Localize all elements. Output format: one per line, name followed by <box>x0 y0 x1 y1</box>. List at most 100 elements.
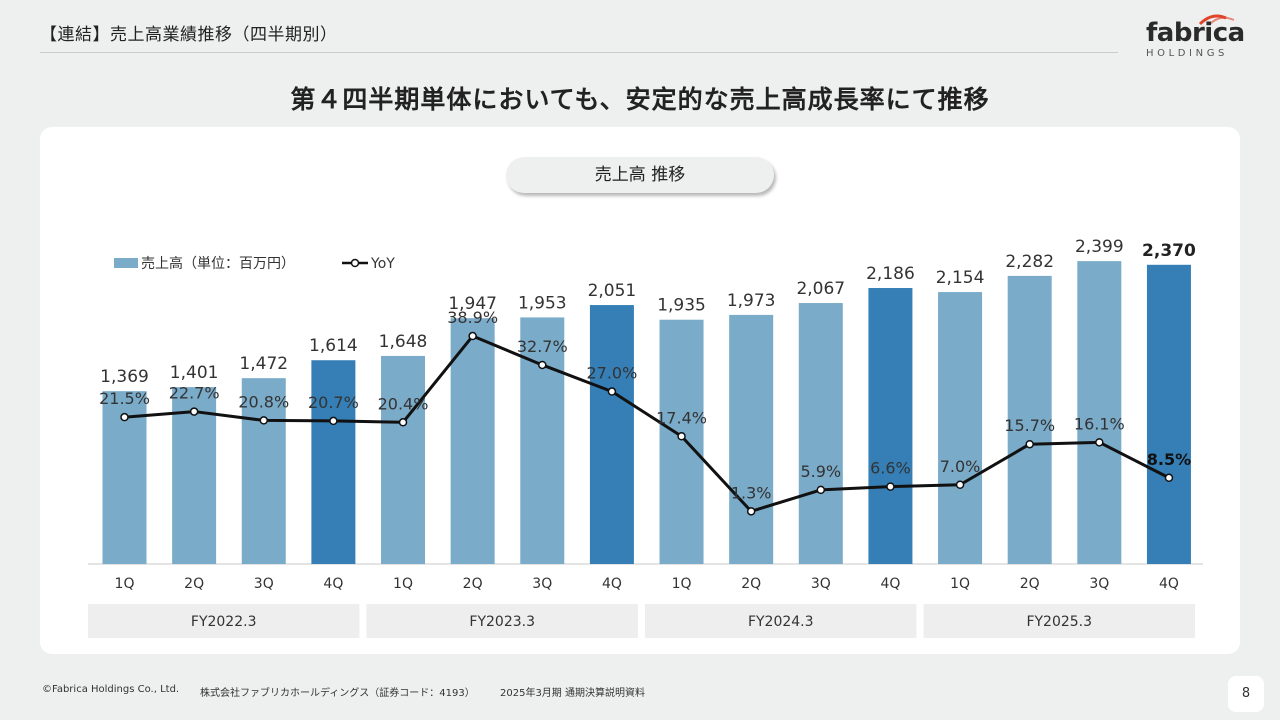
x-tick-label: 1Q <box>672 576 692 592</box>
bar <box>938 292 983 564</box>
x-tick-label: 3Q <box>811 576 831 592</box>
x-tick-label: 2Q <box>184 576 204 592</box>
yoy-point <box>189 407 199 416</box>
x-tick-labels: 1Q 2Q 3Q 4Q 1Q 2Q 3Q 4Q 1Q 2Q 3Q 4Q 1Q 2Q 3Q 4Q <box>115 576 1179 592</box>
yoy-value-label: 20.7% <box>308 393 359 412</box>
x-tick-label: 1Q <box>115 576 135 592</box>
bar-value-label: 2,282 <box>1005 252 1054 272</box>
bar-value-label: 1,369 <box>100 367 149 387</box>
section-title: 【連結】売上高業績推移（四半期別） <box>40 25 338 45</box>
yoy-value-label: 38.9% <box>447 308 498 327</box>
yoy-value-label: 32.7% <box>517 337 568 356</box>
bar <box>589 305 634 564</box>
fiscal-year-box <box>88 604 360 638</box>
x-tick-label: 4Q <box>602 576 622 592</box>
x-tick-label: 2Q <box>463 576 483 592</box>
footer-company: 株式会社ファブリカホールディングス（証券コード：4193） <box>200 688 475 699</box>
bar <box>798 303 843 564</box>
bar-value-label: 1,953 <box>518 293 567 313</box>
x-tick-label: 4Q <box>323 576 343 592</box>
x-tick-label: 4Q <box>880 576 900 592</box>
yoy-line <box>124 334 1170 513</box>
yoy-point <box>329 416 338 426</box>
yoy-point <box>398 418 408 427</box>
fiscal-year-label: FY2023.3 <box>469 614 535 630</box>
bar <box>1007 275 1052 564</box>
x-tick-label: 1Q <box>950 576 970 592</box>
x-tick-label: 2Q <box>741 576 761 592</box>
yoy-value-label: 22.7% <box>169 384 220 403</box>
yoy-line-series <box>120 331 1174 516</box>
bar-value-label: 1,401 <box>170 363 219 383</box>
x-tick-label: 4Q <box>1159 576 1179 592</box>
bar-value-label: 1,973 <box>727 291 776 311</box>
logo-mark-icon <box>1198 14 1235 26</box>
yoy-value-label: 6.6% <box>870 459 911 478</box>
yoy-value-label: 20.8% <box>238 392 289 411</box>
yoy-point <box>259 416 269 425</box>
header-divider <box>40 52 1118 53</box>
x-tick-label: 3Q <box>254 576 274 592</box>
bar-value-label: 2,370 <box>1142 241 1196 261</box>
bar-value-label: 1,648 <box>379 332 428 352</box>
bar <box>450 318 495 564</box>
x-tick-label: 2Q <box>1020 576 1040 592</box>
bar <box>729 314 774 564</box>
yoy-point <box>746 507 756 516</box>
bar-value-label: 1,935 <box>657 296 706 316</box>
footer-document: 2025年3月期 通期決算説明資料 <box>500 688 645 699</box>
fiscal-year-box <box>645 604 917 638</box>
fiscal-year-label: FY2022.3 <box>191 614 257 630</box>
yoy-value-label: 8.5% <box>1147 450 1191 469</box>
bar-series <box>102 261 1191 564</box>
bar-value-label: 1,614 <box>309 336 358 356</box>
slide-headline: 第４四半期単体においても、安定的な売上高成長率にて推移 <box>290 85 990 114</box>
legend-bar-label: 売上高（単位：百万円） <box>141 255 295 272</box>
bar <box>172 387 217 564</box>
legend-bar-swatch <box>114 258 138 268</box>
yoy-value-label: 17.4% <box>656 408 707 427</box>
company-logo: fabrica HOLDINGS <box>1140 12 1245 62</box>
yoy-value-label: 16.1% <box>1074 414 1125 433</box>
yoy-point <box>677 432 686 441</box>
yoy-point <box>538 360 547 370</box>
bar-value-label: 1,472 <box>239 354 288 374</box>
yoy-value-label: 27.0% <box>586 364 637 383</box>
yoy-value-label: 15.7% <box>1004 416 1055 435</box>
chart-title: 売上高 推移 <box>506 157 774 193</box>
yoy-point <box>1095 438 1104 447</box>
yoy-value-label: 21.5% <box>99 389 150 408</box>
page-number: 8 <box>1228 676 1264 712</box>
fiscal-year-groups: FY2022.3 FY2023.3 FY2024.3 FY2025.3 <box>88 604 1195 638</box>
bar <box>241 378 286 564</box>
x-tick-label: 1Q <box>393 576 413 592</box>
bar-value-label: 2,154 <box>936 268 985 288</box>
bar-value-label: 2,051 <box>588 281 637 301</box>
yoy-point <box>816 485 826 495</box>
bar <box>1077 261 1122 564</box>
fiscal-year-box <box>923 604 1195 638</box>
fiscal-year-label: FY2024.3 <box>748 614 814 630</box>
yoy-point <box>607 387 617 396</box>
logo-subtext: HOLDINGS <box>1146 48 1228 59</box>
bar-value-label: 2,399 <box>1075 237 1124 257</box>
yoy-value-labels: 21.5% 22.7% 20.8% 20.7% 20.4% 38.9% 32.7% 27.0%… <box>99 308 1191 502</box>
bar-value-label: 2,186 <box>866 264 915 284</box>
x-tick-label: 3Q <box>532 576 552 592</box>
bar-value-label: 1,947 <box>448 294 497 314</box>
fiscal-year-box <box>366 604 638 638</box>
footer-copyright: ©Fabrica Holdings Co., Ltd. <box>42 684 180 695</box>
yoy-value-label: 7.0% <box>940 457 981 476</box>
yoy-value-label: 1.3% <box>731 483 772 502</box>
legend: 売上高（単位：百万円） YoY <box>114 255 395 272</box>
logo-wordmark: fabrica <box>1146 18 1245 48</box>
yoy-value-label: 20.4% <box>378 394 429 413</box>
bar-value-labels: 1,369 1,401 1,472 1,614 1,648 1,947 1,953 2,051… <box>100 237 1196 387</box>
bar <box>381 355 426 564</box>
bar <box>1146 264 1191 564</box>
bar <box>311 360 356 564</box>
legend-line-marker <box>350 258 360 268</box>
bar-value-label: 2,067 <box>796 279 845 299</box>
yoy-point <box>468 331 477 341</box>
